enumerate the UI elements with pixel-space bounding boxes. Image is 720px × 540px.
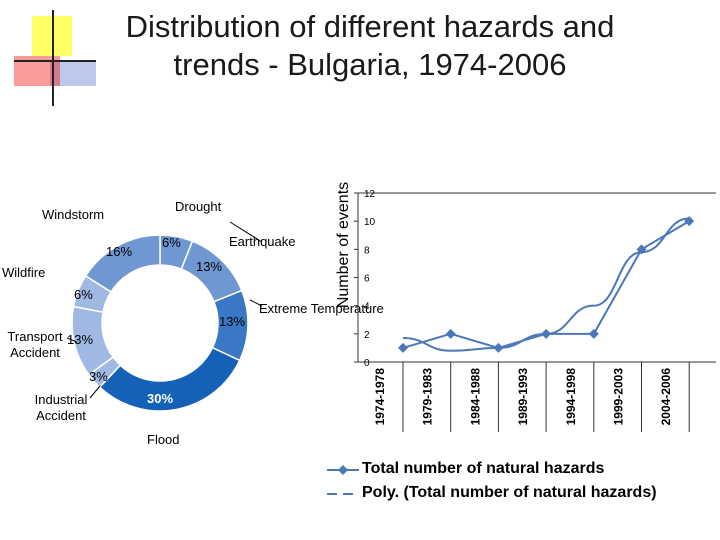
series-point: [636, 244, 647, 255]
series-point: [588, 328, 599, 339]
slice-pct-drought: 6%: [162, 235, 181, 250]
series-points: [398, 216, 695, 353]
slice-label-windstorm: Windstorm: [42, 207, 105, 222]
deco-horizontal-line: [14, 60, 96, 62]
x-tick-label: 1974-1978: [373, 368, 387, 426]
series-point: [398, 342, 408, 353]
slice-pct-flood: 30%: [147, 391, 174, 406]
x-tick-label: 1989-1993: [516, 368, 530, 426]
y-tick-label: 6: [364, 274, 370, 285]
slice-label-transport-accident: Transport Accident: [7, 329, 63, 360]
series-point: [493, 342, 504, 353]
x-tick-label: 1994-1998: [564, 368, 578, 426]
y-tick-label: 2: [364, 330, 370, 341]
slice-pct-transport-accident: 13%: [67, 332, 94, 347]
slice-label-wildfire: Wildfire: [2, 265, 46, 280]
y-tick-label: 0: [364, 358, 370, 369]
x-tick-label: 1979-1983: [421, 368, 435, 426]
y-tick-label: 8: [364, 245, 370, 256]
slice-pct-windstorm: 16%: [106, 244, 133, 259]
y-tick-label: 12: [364, 189, 376, 200]
series-point: [684, 216, 695, 227]
donut-leader-lines: [66, 221, 263, 399]
legend-marker-poly: [327, 493, 359, 495]
slice-label-earthquake: Earthquake: [229, 234, 296, 249]
x-tick-label: 1984-1988: [468, 368, 482, 426]
slice-pct-extreme-temperature: 13%: [219, 314, 246, 329]
slice-label-industrial-accident: Industrial Accident: [34, 392, 88, 423]
y-tick-label: 4: [364, 302, 370, 313]
series-point: [541, 328, 552, 339]
y-tick-label: 10: [364, 217, 376, 228]
slice-label-drought: Drought: [175, 199, 222, 214]
series-point: [445, 328, 456, 339]
slice-pct-wildfire: 6%: [74, 287, 93, 302]
x-tick-labels: 1974-1978 1979-1983 1984-1988 1989-1993 1994…: [373, 362, 690, 432]
slice-pct-earthquake: 13%: [196, 259, 223, 274]
donut-slice-windstorm: [84, 234, 161, 293]
y-tick-labels: 0 2 4 6 8 10 12: [354, 189, 376, 369]
legend-label-poly: Poly. (Total number of natural hazards): [362, 484, 657, 501]
legend-marker-total: [327, 465, 359, 475]
x-tick-label: 2004-2006: [659, 368, 673, 426]
slice-pct-industrial-accident: 3%: [89, 369, 108, 384]
deco-vertical-line: [52, 10, 54, 106]
x-tick-label: 1999-2003: [612, 368, 626, 426]
slice-label-flood: Flood: [147, 432, 180, 447]
slice-label-extreme-temperature: Extreme Temperature: [259, 301, 384, 316]
donut-slices: [71, 234, 249, 412]
page-title: Distribution of different hazards and tr…: [125, 9, 615, 82]
legend-label-total: Total number of natural hazards: [362, 460, 605, 477]
deco-blue-square: [50, 62, 96, 86]
